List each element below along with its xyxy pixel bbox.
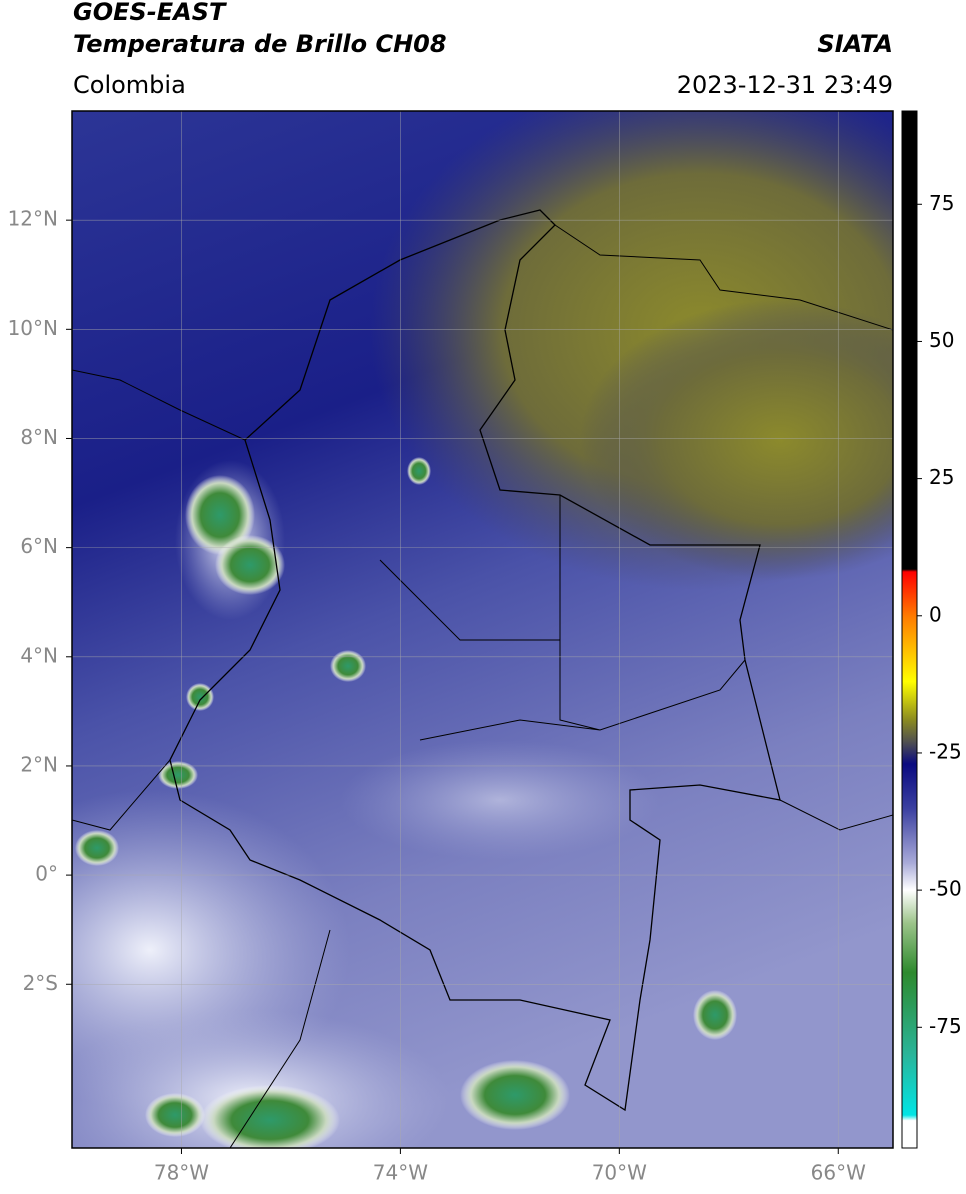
lat-tick-label: 2°S xyxy=(23,971,58,995)
region: Colombia xyxy=(73,71,186,99)
lon-tick-label: 74°W xyxy=(373,1161,428,1185)
lon-tick-label: 66°W xyxy=(811,1161,866,1185)
colorbar-tick-label: 75 xyxy=(929,191,954,215)
colorbar xyxy=(901,110,918,1149)
datetime: 2023-12-31 23:49 xyxy=(677,71,893,99)
product-title: Temperatura de Brillo CH08 xyxy=(73,30,447,58)
colorbar-tick-label: 0 xyxy=(929,602,942,626)
lat-tick-label: 12°N xyxy=(8,207,58,231)
lat-tick-label: 0° xyxy=(35,862,58,886)
satellite-image xyxy=(72,111,893,1148)
lat-tick-label: 6°N xyxy=(20,534,58,558)
lat-tick-label: 2°N xyxy=(20,752,58,776)
lon-tick-label: 78°W xyxy=(154,1161,209,1185)
satellite-title: GOES-EAST xyxy=(73,0,227,26)
map-frame xyxy=(71,110,894,1149)
graticule xyxy=(72,111,893,1148)
lat-tick-label: 10°N xyxy=(8,316,58,340)
colorbar-tick-label: 25 xyxy=(929,465,954,489)
colorbar-tick-label: -75 xyxy=(929,1014,962,1038)
lat-tick-label: 8°N xyxy=(20,425,58,449)
colorbar-tick-label: -25 xyxy=(929,739,962,763)
lon-tick-label: 70°W xyxy=(592,1161,647,1185)
lat-tick-label: 4°N xyxy=(20,643,58,667)
colorbar-tick-label: -50 xyxy=(929,877,962,901)
agency: SIATA xyxy=(817,30,893,58)
colorbar-tick-label: 50 xyxy=(929,328,954,352)
